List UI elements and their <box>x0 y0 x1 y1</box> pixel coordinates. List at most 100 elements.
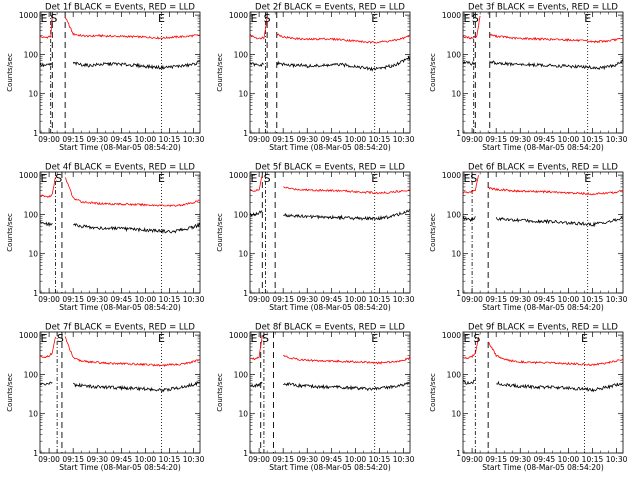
x-tick-label: 09:30 <box>509 295 531 304</box>
y-tick-label: 1 <box>243 129 248 138</box>
panel-5: Det 5f BLACK = Events, RED = LLD Counts/s… <box>216 163 415 313</box>
panel-title: Det 7f BLACK = Events, RED = LLD <box>45 323 195 333</box>
y-tick-label: 1 <box>243 449 248 458</box>
panel-8: Det 8f BLACK = Events, RED = LLD Counts/s… <box>216 323 415 473</box>
panel-title: Det 2f BLACK = Events, RED = LLD <box>255 3 405 13</box>
x-tick-label: 09:30 <box>296 295 318 304</box>
x-tick-label: 09:15 <box>485 455 507 464</box>
marker-e-start: E <box>464 12 471 25</box>
y-tick-label: 100 <box>234 50 249 59</box>
events-series-line <box>249 381 263 388</box>
x-tick-label: 10:30 <box>606 455 628 464</box>
x-tick-label: 10:30 <box>393 295 415 304</box>
x-tick-label: 09:30 <box>86 135 108 144</box>
panel-title: Det 1f BLACK = Events, RED = LLD <box>45 3 195 13</box>
events-series-line <box>249 61 265 67</box>
x-tick-label: 09:00 <box>38 135 60 144</box>
x-tick-label: 10:30 <box>393 455 415 464</box>
y-tick-label: 10 <box>238 250 248 259</box>
plot-frame <box>462 11 624 134</box>
events-series-line <box>462 60 476 66</box>
panel-2: Det 2f BLACK = Events, RED = LLD Counts/s… <box>216 3 415 153</box>
plot-frame <box>249 11 411 134</box>
x-axis-label: Start Time (08-Mar-05 08:54:20) <box>482 303 604 312</box>
panel-title: Det 4f BLACK = Events, RED = LLD <box>45 163 195 173</box>
x-axis-label: Start Time (08-Mar-05 08:54:20) <box>482 463 604 472</box>
marker-e-start: E <box>464 332 471 345</box>
x-tick-label: 10:00 <box>558 455 580 464</box>
x-tick-label: 09:00 <box>38 295 60 304</box>
marker-e-start: E <box>41 172 48 185</box>
y-tick-label: 100 <box>447 50 462 59</box>
y-tick-label: 1000 <box>229 331 248 340</box>
x-tick-label: 10:30 <box>393 135 415 144</box>
panel-6: Det 6f BLACK = Events, RED = LLD Counts/s… <box>429 163 628 313</box>
panel-4: Det 4f BLACK = Events, RED = LLD Counts/s… <box>6 163 205 313</box>
y-tick-label: 10 <box>28 90 38 99</box>
marker-e: E <box>158 12 165 25</box>
panel-9: Det 9f BLACK = Events, RED = LLD Counts/s… <box>429 323 628 473</box>
y-tick-label: 100 <box>24 370 39 379</box>
events-series-line <box>496 380 624 393</box>
marker-s: S <box>472 12 479 25</box>
marker-e: E <box>158 172 165 185</box>
lld-series-line <box>283 186 411 195</box>
y-axis-label: Counts/sec <box>429 213 437 252</box>
y-tick-label: 10 <box>451 250 461 259</box>
y-tick-label: 10 <box>28 410 38 419</box>
marker-e: E <box>584 12 591 25</box>
x-tick-label: 09:00 <box>461 135 483 144</box>
y-tick-label: 1 <box>33 289 38 298</box>
panel-3: Det 3f BLACK = Events, RED = LLD Counts/s… <box>429 3 628 153</box>
lld-series-line <box>462 15 481 40</box>
x-tick-label: 09:45 <box>321 135 343 144</box>
x-tick-label: 10:15 <box>159 295 181 304</box>
events-series-line <box>39 62 53 68</box>
lld-series-line <box>39 15 53 39</box>
marker-e: E <box>371 332 378 345</box>
x-tick-label: 10:00 <box>345 295 367 304</box>
marker-e-start: E <box>251 332 258 345</box>
panel-title: Det 8f BLACK = Events, RED = LLD <box>255 323 405 333</box>
x-tick-label: 10:30 <box>606 135 628 144</box>
panel-title: Det 6f BLACK = Events, RED = LLD <box>468 163 618 173</box>
x-tick-label: 09:15 <box>62 295 84 304</box>
panel-1: Det 1f BLACK = Events, RED = LLD Counts/s… <box>6 3 205 153</box>
events-series-line <box>462 216 476 223</box>
y-axis-label: Counts/sec <box>429 53 437 92</box>
events-series-line <box>72 60 201 70</box>
events-series-line <box>283 209 411 221</box>
x-tick-label: 10:00 <box>345 455 367 464</box>
x-tick-label: 09:45 <box>534 455 556 464</box>
x-tick-label: 10:00 <box>558 135 580 144</box>
x-tick-label: 09:00 <box>248 135 270 144</box>
x-tick-label: 10:15 <box>159 135 181 144</box>
lld-series-line <box>64 177 200 208</box>
lld-series-line <box>283 354 411 365</box>
y-tick-label: 10 <box>28 250 38 259</box>
events-series-line <box>72 380 201 393</box>
y-tick-label: 1000 <box>19 11 38 20</box>
x-tick-label: 09:45 <box>111 455 133 464</box>
y-tick-label: 1 <box>243 289 248 298</box>
x-axis-label: Start Time (08-Mar-05 08:54:20) <box>59 143 181 152</box>
plot-frame <box>249 171 411 294</box>
x-tick-label: 09:30 <box>86 455 108 464</box>
panel-title: Det 5f BLACK = Events, RED = LLD <box>255 163 405 173</box>
x-tick-label: 09:45 <box>111 295 133 304</box>
plot-frame <box>39 11 201 134</box>
marker-e-start: E <box>41 12 48 25</box>
events-series-line <box>462 379 476 385</box>
x-tick-label: 10:15 <box>369 135 391 144</box>
y-tick-label: 10 <box>451 90 461 99</box>
x-tick-label: 10:15 <box>369 295 391 304</box>
y-tick-label: 1000 <box>442 11 461 20</box>
x-tick-label: 10:00 <box>345 135 367 144</box>
x-tick-label: 09:00 <box>248 455 270 464</box>
lld-series-line <box>64 336 201 367</box>
y-tick-label: 1000 <box>229 11 248 20</box>
lld-series-line <box>489 33 624 44</box>
x-tick-label: 09:15 <box>485 295 507 304</box>
marker-e-start: E <box>464 172 471 185</box>
plot-frame <box>39 331 201 454</box>
